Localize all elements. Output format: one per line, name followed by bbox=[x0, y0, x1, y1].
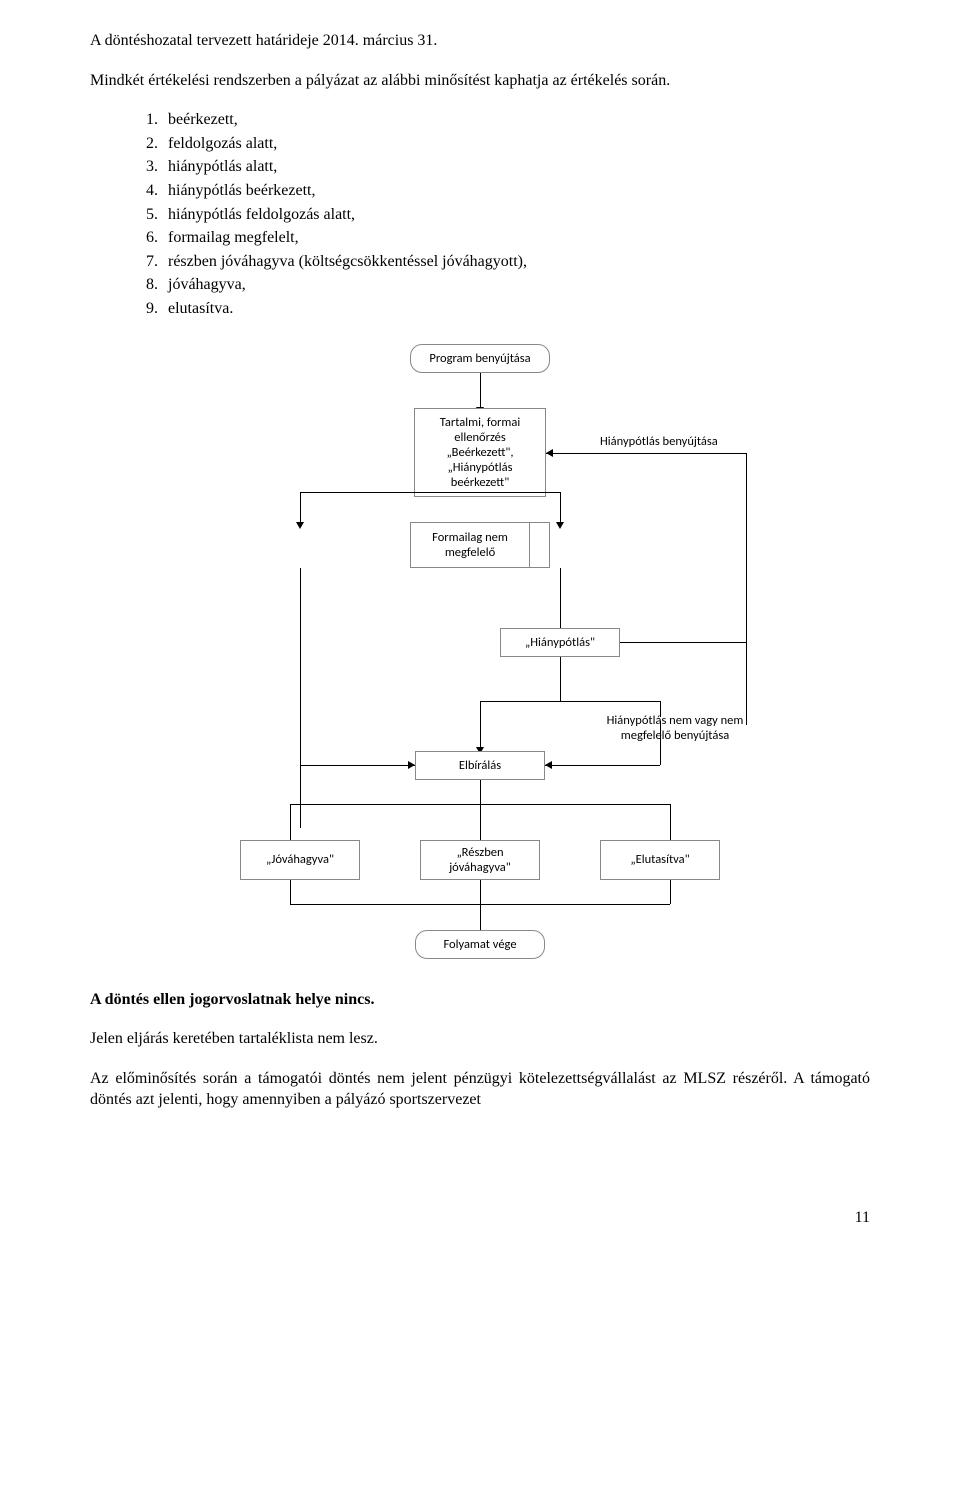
fc-notok: Formailag nem megfelelő bbox=[410, 522, 530, 568]
document-page: A döntéshozatal tervezett határideje 201… bbox=[0, 0, 960, 1169]
paragraph-bold-1: A döntés ellen jogorvoslatnak helye ninc… bbox=[90, 989, 870, 1011]
paragraph-intro: Mindkét értékelési rendszerben a pályáza… bbox=[90, 70, 870, 92]
fc-connector-line bbox=[670, 880, 671, 904]
list-number: 1. bbox=[146, 109, 168, 131]
list-text: elutasítva. bbox=[168, 298, 233, 320]
fc-connector-line bbox=[300, 492, 480, 493]
fc-connector-line bbox=[300, 492, 301, 522]
page-number: 11 bbox=[0, 1209, 960, 1227]
fc-connector-line bbox=[480, 701, 660, 702]
fc-connector-line bbox=[560, 657, 561, 701]
fc-connector-line bbox=[660, 721, 661, 765]
fc-connector-line bbox=[560, 568, 561, 628]
fc-connector-line bbox=[300, 765, 415, 766]
list-number: 3. bbox=[146, 156, 168, 178]
fc-arrowhead-right-icon bbox=[408, 761, 415, 769]
paragraph-5: Az előminősítés során a támogatói döntés… bbox=[90, 1068, 870, 1111]
list-text: hiánypótlás beérkezett, bbox=[168, 180, 316, 202]
list-item: 5.hiánypótlás feldolgozás alatt, bbox=[146, 204, 870, 226]
fc-partial: „Részben jóváhagyva" bbox=[420, 840, 540, 880]
fc-connector-line bbox=[670, 804, 671, 840]
paragraph-deadline: A döntéshozatal tervezett határideje 201… bbox=[90, 30, 870, 52]
fc-rejected: „Elutasítva" bbox=[600, 840, 720, 880]
fc-connector-line bbox=[480, 492, 560, 493]
list-text: feldolgozás alatt, bbox=[168, 133, 277, 155]
list-number: 8. bbox=[146, 274, 168, 296]
fc-label-hp-fail: Hiánypótlás nem vagy nem megfelelő benyú… bbox=[590, 713, 760, 743]
list-number: 9. bbox=[146, 298, 168, 320]
list-item: 4.hiánypótlás beérkezett, bbox=[146, 180, 870, 202]
fc-check: Tartalmi, formai ellenőrzés „Beérkezett"… bbox=[414, 408, 546, 497]
list-item: 9.elutasítva. bbox=[146, 298, 870, 320]
fc-arrowhead-left-icon bbox=[545, 761, 552, 769]
fc-end: Folyamat vége bbox=[415, 930, 545, 959]
fc-connector-line bbox=[560, 492, 561, 522]
list-item: 6.formailag megfelelt, bbox=[146, 227, 870, 249]
fc-approved: „Jóváhagyva" bbox=[240, 840, 360, 880]
fc-arrowhead-left-icon bbox=[546, 449, 553, 457]
list-item: 1.beérkezett, bbox=[146, 109, 870, 131]
fc-connector-line bbox=[290, 804, 291, 840]
list-text: formailag megfelelt, bbox=[168, 227, 299, 249]
status-list: 1.beérkezett, 2.feldolgozás alatt, 3.hiá… bbox=[90, 109, 870, 319]
list-number: 6. bbox=[146, 227, 168, 249]
list-item: 8.jóváhagyva, bbox=[146, 274, 870, 296]
list-text: beérkezett, bbox=[168, 109, 238, 131]
fc-connector-line bbox=[480, 880, 481, 904]
fc-start: Program benyújtása bbox=[410, 344, 550, 373]
fc-connector-line bbox=[290, 880, 291, 904]
list-number: 7. bbox=[146, 251, 168, 273]
list-item: 2.feldolgozás alatt, bbox=[146, 133, 870, 155]
flowchart: Program benyújtása Tartalmi, formai elle… bbox=[160, 344, 800, 959]
list-text: jóváhagyva, bbox=[168, 274, 246, 296]
list-item: 7.részben jóváhagyva (költségcsökkentéss… bbox=[146, 251, 870, 273]
list-number: 4. bbox=[146, 180, 168, 202]
fc-label-hp-submit: Hiánypótlás benyújtása bbox=[600, 434, 718, 449]
list-number: 5. bbox=[146, 204, 168, 226]
fc-connector-line bbox=[546, 453, 746, 454]
fc-connector-line bbox=[480, 804, 481, 840]
fc-elb: Elbírálás bbox=[415, 751, 545, 780]
list-text: hiánypótlás alatt, bbox=[168, 156, 277, 178]
fc-connector-line bbox=[480, 780, 481, 804]
fc-hp: „Hiánypótlás" bbox=[500, 628, 620, 657]
list-item: 3.hiánypótlás alatt, bbox=[146, 156, 870, 178]
fc-connector-line bbox=[620, 642, 746, 643]
list-text: részben jóváhagyva (költségcsökkentéssel… bbox=[168, 251, 527, 273]
fc-connector-line bbox=[480, 904, 481, 930]
fc-connector-line bbox=[545, 765, 660, 766]
list-number: 2. bbox=[146, 133, 168, 155]
list-text: hiánypótlás feldolgozás alatt, bbox=[168, 204, 355, 226]
paragraph-4: Jelen eljárás keretében tartaléklista ne… bbox=[90, 1028, 870, 1050]
